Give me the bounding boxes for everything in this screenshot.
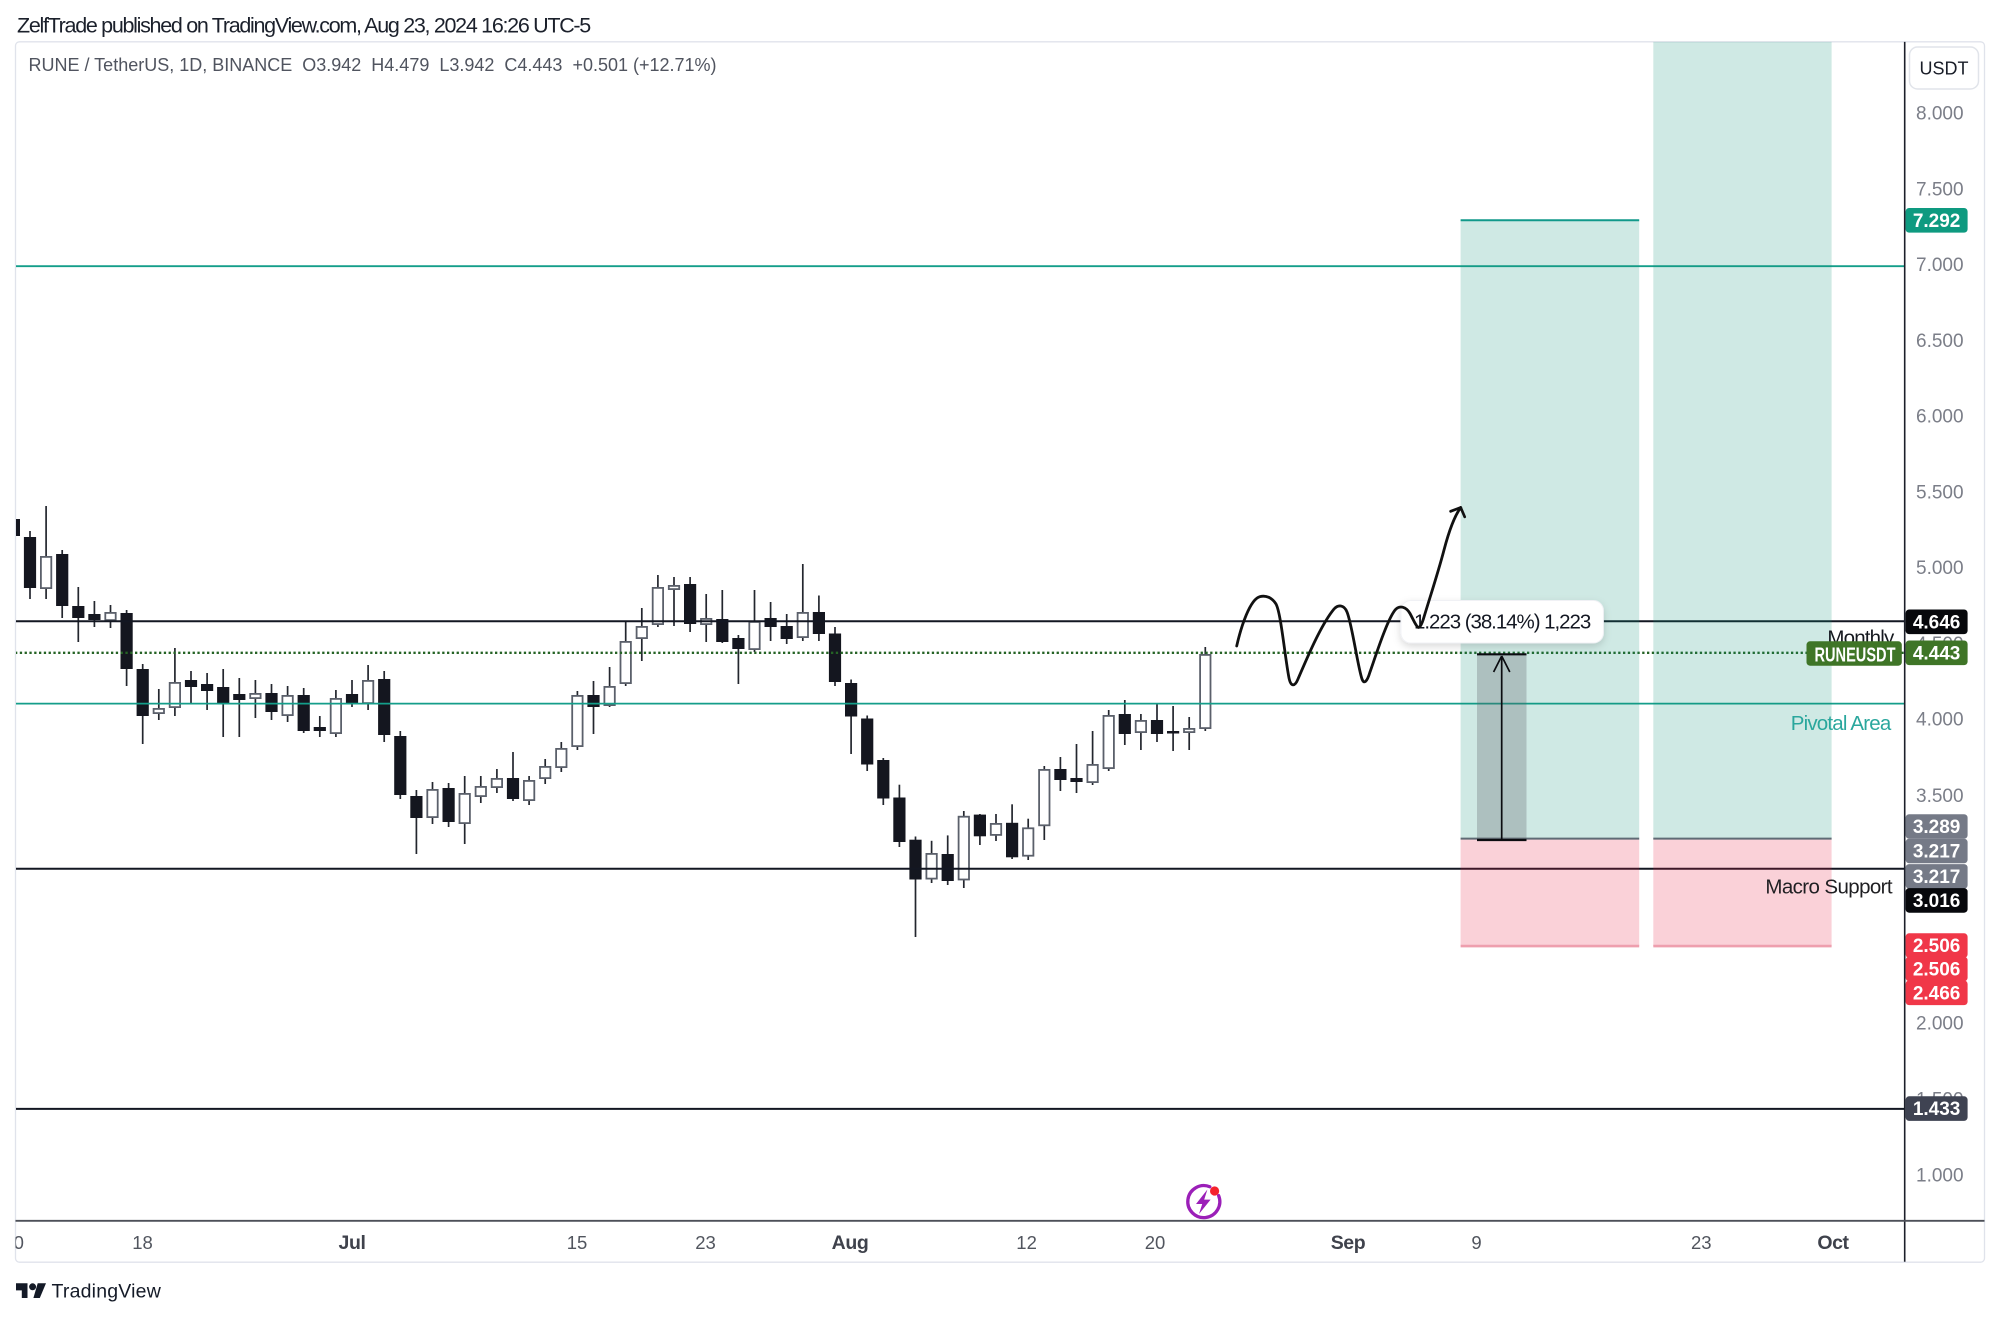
svg-text:Jul: Jul [339,1232,366,1254]
svg-text:23: 23 [695,1232,716,1253]
svg-text:RUNE / TetherUS, 1D, BINANCE: RUNE / TetherUS, 1D, BINANCE O3.942 H4.4… [29,55,717,75]
svg-text:10: 10 [3,1232,24,1253]
svg-text:6.500: 6.500 [1916,331,1964,352]
svg-text:15: 15 [567,1232,588,1253]
svg-text:2.506: 2.506 [1913,936,1961,957]
svg-text:ZelfTrade published on Trading: ZelfTrade published on TradingView.com, … [17,14,591,38]
svg-text:8.000: 8.000 [1916,104,1964,125]
svg-text:2.506: 2.506 [1913,960,1961,981]
svg-text:6.000: 6.000 [1916,407,1964,428]
svg-text:2.466: 2.466 [1913,983,1961,1004]
svg-text:7.292: 7.292 [1913,211,1961,232]
svg-text:3.500: 3.500 [1916,786,1964,807]
svg-text:Pivotal Area: Pivotal Area [1791,712,1892,735]
svg-text:1.433: 1.433 [1913,1099,1961,1120]
svg-text:Macro Support: Macro Support [1765,876,1893,899]
svg-text:2.000: 2.000 [1916,1014,1964,1035]
svg-text:9: 9 [1471,1232,1481,1253]
svg-text:Aug: Aug [832,1232,869,1254]
svg-text:7.000: 7.000 [1916,255,1964,276]
svg-text:USDT: USDT [1920,59,1969,79]
svg-text:Sep: Sep [1331,1232,1366,1254]
svg-text:5.000: 5.000 [1916,558,1964,579]
svg-text:4.443: 4.443 [1913,643,1961,664]
svg-text:3.217: 3.217 [1913,867,1961,888]
svg-text:1.000: 1.000 [1916,1166,1964,1187]
svg-text:RUNEUSDT: RUNEUSDT [1815,644,1896,667]
svg-text:4.000: 4.000 [1916,710,1964,731]
svg-text:23: 23 [1691,1232,1712,1253]
svg-text:20: 20 [1145,1232,1166,1253]
svg-text:Oct: Oct [1817,1232,1849,1254]
svg-text:7.500: 7.500 [1916,179,1964,200]
svg-text:12: 12 [1016,1232,1037,1253]
svg-text:18: 18 [132,1232,153,1253]
svg-text:3.016: 3.016 [1913,891,1961,912]
svg-text:4.646: 4.646 [1913,612,1961,633]
svg-text:3.217: 3.217 [1913,842,1961,863]
svg-text:3.289: 3.289 [1913,817,1961,838]
svg-text:TradingView: TradingView [52,1281,162,1303]
svg-text:1.223 (38.14%) 1,223: 1.223 (38.14%) 1,223 [1414,611,1591,634]
svg-text:5.500: 5.500 [1916,482,1964,503]
